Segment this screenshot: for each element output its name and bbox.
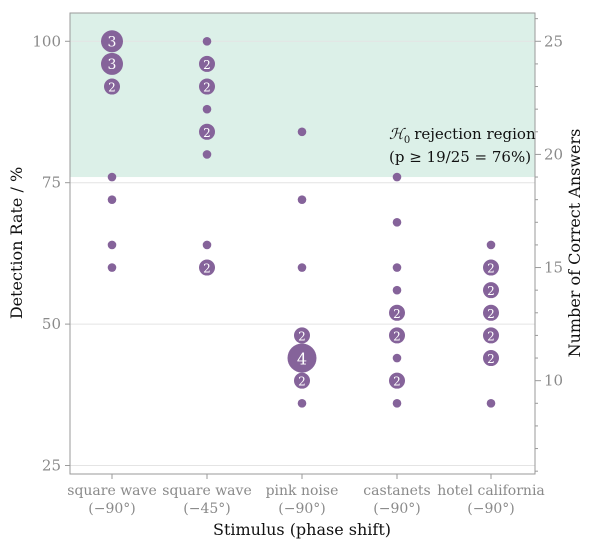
data-point-count: 2 [203,81,211,95]
gridlines [70,40,535,467]
data-point [199,259,215,276]
data-point [287,343,317,373]
data-point [107,263,117,272]
data-point [202,240,212,250]
data-point [389,372,405,389]
x-tick-label-line1: pink noise [266,483,339,499]
data-point [389,304,405,321]
data-point [297,263,307,272]
rejection-region-label-text: rejection region [414,125,536,143]
data-point-count: 2 [487,262,495,276]
y2-axis-title: Number of Correct Answers [565,129,584,358]
data-point-count: 4 [297,350,307,369]
data-point [199,55,215,72]
data-point [199,78,215,95]
x-tick-label-line2: (−90°) [278,501,325,517]
data-point [107,172,117,182]
data-point-count: 2 [108,81,116,95]
data-point [389,327,405,344]
data-point-count: 2 [487,352,495,366]
data-point-count: 3 [108,57,117,73]
rejection-region [70,13,535,178]
data-point [101,52,123,75]
data-point [486,240,496,250]
data-point-count: 2 [203,262,211,276]
data-point [483,304,499,321]
y-tick-label: 75 [42,174,61,192]
data-point [392,217,402,227]
data-point [297,195,307,204]
data-point-count: 2 [298,329,306,343]
x-tick-label-line1: hotel california [437,483,545,499]
data-point [297,398,307,408]
data-point-count: 2 [487,307,495,321]
data-point-count: 2 [393,375,401,389]
x-tick-label-line2: (−90°) [88,501,135,517]
y-tick-label: 25 [42,457,61,475]
data-point [202,150,212,159]
y-tick-label: 100 [32,32,61,50]
y-axis-title: Detection Rate / % [7,167,26,319]
data-point [202,104,212,114]
y2-tick-label: 20 [544,145,563,163]
data-point [107,240,117,250]
y2-tick-label: 25 [544,32,563,50]
data-point [483,282,499,299]
x-tick-label-line1: square wave [67,483,156,499]
data-point [294,327,310,344]
data-point-count: 2 [298,375,306,389]
y2-tick-label: 10 [544,372,563,390]
data-point-count: 2 [487,284,495,298]
rejection-region-label-line1: ℋ0 rejection region [389,125,536,146]
x-tick-label-line2: (−90°) [373,501,420,517]
data-point-count: 3 [108,34,117,50]
data-point [199,123,215,140]
data-point [202,36,212,46]
y-tick-label: 50 [42,315,61,333]
x-tick-label-line2: (−90°) [467,501,514,517]
data-point-count: 2 [393,329,401,343]
data-point [107,195,117,204]
data-point [483,350,499,367]
data-point [392,263,402,272]
data-point-count: 2 [487,329,495,343]
data-point [392,172,402,182]
x-tick-label-line1: square wave [162,483,251,499]
y2-tick-label: 15 [544,259,563,277]
data-point-count: 2 [203,126,211,140]
data-point [392,285,402,295]
data-point-count: 2 [203,58,211,72]
data-points: 3 3 2 2 2 2 2 2 4 2 2 2 2 2 2 2 2 2 [101,30,499,408]
data-point [486,398,496,408]
data-point [483,327,499,344]
data-point [392,353,402,363]
data-point [297,127,307,137]
data-point [483,259,499,276]
data-point-count: 2 [393,307,401,321]
x-axis-title: Stimulus (phase shift) [213,520,391,539]
h0-subscript: 0 [404,135,410,146]
rejection-region-label-line2: (p ≥ 19/25 = 76%) [389,148,531,166]
data-point [104,78,120,95]
data-point [101,30,123,53]
h0-symbol: ℋ [389,125,406,143]
x-tick-label-line1: castanets [363,483,430,499]
data-point [294,372,310,389]
data-point [392,398,402,408]
x-tick-label-line2: (−45°) [183,501,230,517]
